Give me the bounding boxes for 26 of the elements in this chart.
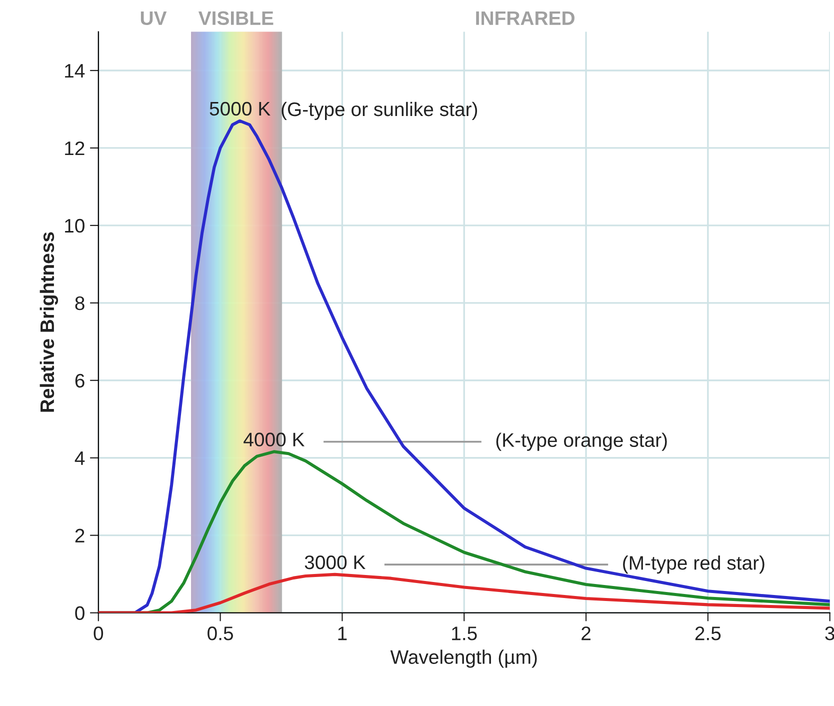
text: INFRARED bbox=[476, 11, 574, 25]
annotation: (G-type or sunlike star) bbox=[282, 102, 478, 120]
series-label: 4000 K bbox=[244, 432, 305, 446]
annotation: (M-type red star) bbox=[623, 556, 764, 574]
y-tick-label: 2 bbox=[75, 528, 84, 542]
x-tick-label: 0.5 bbox=[208, 626, 234, 640]
x-tick-label: 2.5 bbox=[695, 626, 721, 640]
x-tick-label: 1 bbox=[338, 626, 347, 640]
y-tick-label: 10 bbox=[65, 218, 84, 233]
band-label: VISIBLE bbox=[198, 11, 274, 26]
y-tick-label: 12 bbox=[65, 141, 84, 156]
x-tick-label: 3 bbox=[825, 626, 834, 640]
text: UV bbox=[140, 11, 167, 26]
y-tick-label: 6 bbox=[75, 374, 84, 388]
y-tick-label: 14 bbox=[65, 64, 85, 78]
series-label: 5000 K bbox=[210, 102, 270, 116]
x-tick-label: 2 bbox=[582, 626, 590, 640]
series-label: 3000 K bbox=[304, 555, 366, 570]
y-axis-title: Relative Brightness bbox=[40, 232, 58, 412]
x-tick-label: 0 bbox=[94, 626, 104, 640]
x-tick-label: 1.5 bbox=[452, 626, 477, 640]
y-tick-label: 4 bbox=[74, 452, 85, 465]
annotation: (K-type orange star) bbox=[496, 432, 667, 451]
y-tick-label: 0 bbox=[75, 606, 84, 620]
y-tick-label: 8 bbox=[75, 296, 84, 310]
x-axis-title: Wavelength (µm) bbox=[390, 650, 537, 668]
